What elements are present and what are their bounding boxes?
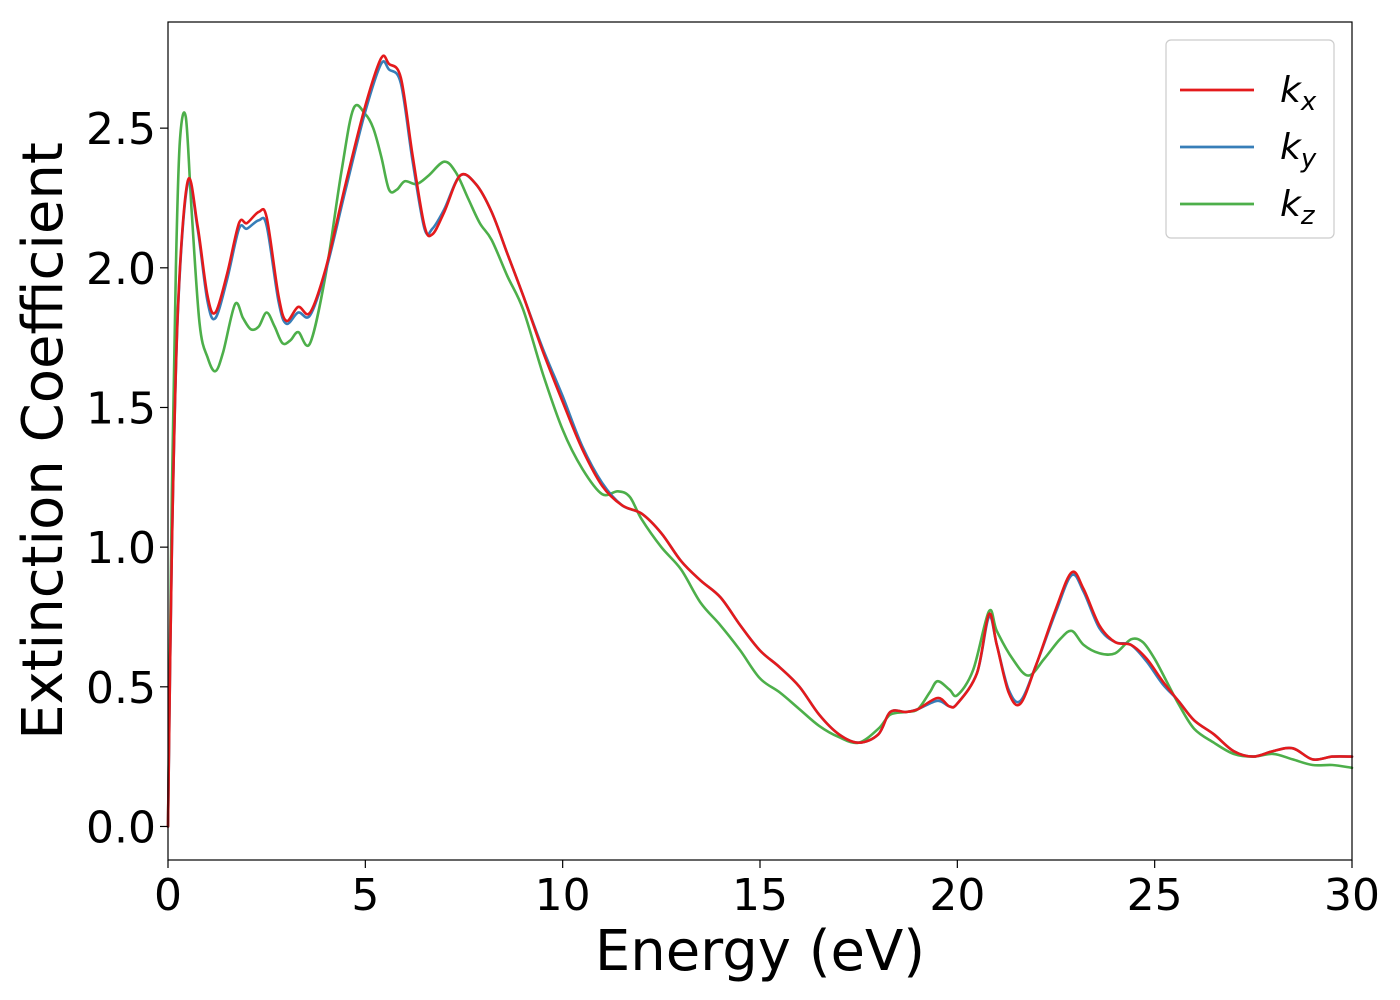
x-tick-label: 20	[929, 870, 985, 921]
series-lines	[166, 54, 1354, 828]
x-tick-label: 0	[154, 870, 182, 921]
y-tick-label: 2.0	[86, 244, 156, 295]
y-tick-label: 1.0	[86, 523, 156, 574]
x-tick-label: 10	[535, 870, 591, 921]
y-tick-label: 0.0	[86, 802, 156, 853]
y-axis-ticks: 0.0 0.5 1.0 1.5 2.0 2.5	[86, 104, 168, 853]
series-line-z	[166, 103, 1354, 828]
x-tick-label: 15	[732, 870, 788, 921]
y-tick-label: 1.5	[86, 383, 156, 434]
x-tick-label: 5	[351, 870, 379, 921]
y-tick-label: 2.5	[86, 104, 156, 155]
series-line-x	[166, 54, 1354, 828]
x-tick-label: 25	[1127, 870, 1183, 921]
x-tick-label: 30	[1324, 870, 1380, 921]
y-axis-title: Extinction Coefficient	[11, 142, 76, 740]
x-axis-ticks: 0 5 10 15 20 25 30	[154, 860, 1380, 921]
y-tick-label: 0.5	[86, 663, 156, 714]
x-axis-title: Energy (eV)	[595, 919, 925, 984]
